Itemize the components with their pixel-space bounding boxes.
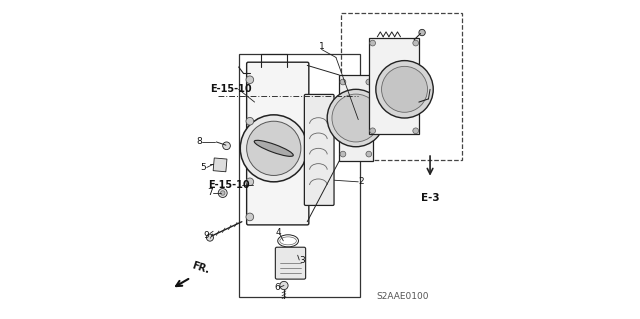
Circle shape [246,117,253,125]
Circle shape [366,151,372,157]
Text: E-3: E-3 [420,193,440,203]
Circle shape [246,121,301,175]
Circle shape [376,61,433,118]
Bar [340,13,462,160]
Circle shape [246,213,253,221]
Text: 4: 4 [275,228,281,237]
Bar [239,54,360,297]
Circle shape [381,66,428,112]
Bar [369,38,419,134]
FancyBboxPatch shape [246,62,309,225]
Circle shape [419,29,425,36]
Circle shape [413,40,419,46]
Circle shape [366,79,372,85]
Circle shape [218,189,227,197]
Ellipse shape [254,140,293,156]
Circle shape [280,281,288,290]
Circle shape [207,234,214,241]
Text: 5: 5 [201,163,207,172]
Circle shape [327,89,385,147]
Bar [213,158,227,172]
Circle shape [370,128,376,134]
Circle shape [370,40,376,46]
Circle shape [340,79,346,85]
Text: 1: 1 [319,42,324,51]
Text: 9: 9 [204,231,209,240]
Circle shape [413,128,419,134]
FancyBboxPatch shape [305,94,334,205]
Text: E-15-10: E-15-10 [208,180,250,190]
Text: 3: 3 [300,256,305,265]
Text: 7: 7 [207,189,213,197]
Bar [339,75,372,161]
Text: E-15-10: E-15-10 [210,84,252,94]
FancyBboxPatch shape [275,247,306,279]
Circle shape [223,142,230,150]
Circle shape [220,191,225,195]
Circle shape [246,76,253,84]
Circle shape [340,151,346,157]
Circle shape [240,115,307,182]
Text: 2: 2 [358,177,364,186]
Circle shape [332,94,380,142]
Text: 8: 8 [196,137,202,146]
Text: S2AAE0100: S2AAE0100 [377,292,429,301]
Text: 6: 6 [274,283,280,292]
Text: FR.: FR. [191,260,211,275]
Circle shape [246,178,253,186]
